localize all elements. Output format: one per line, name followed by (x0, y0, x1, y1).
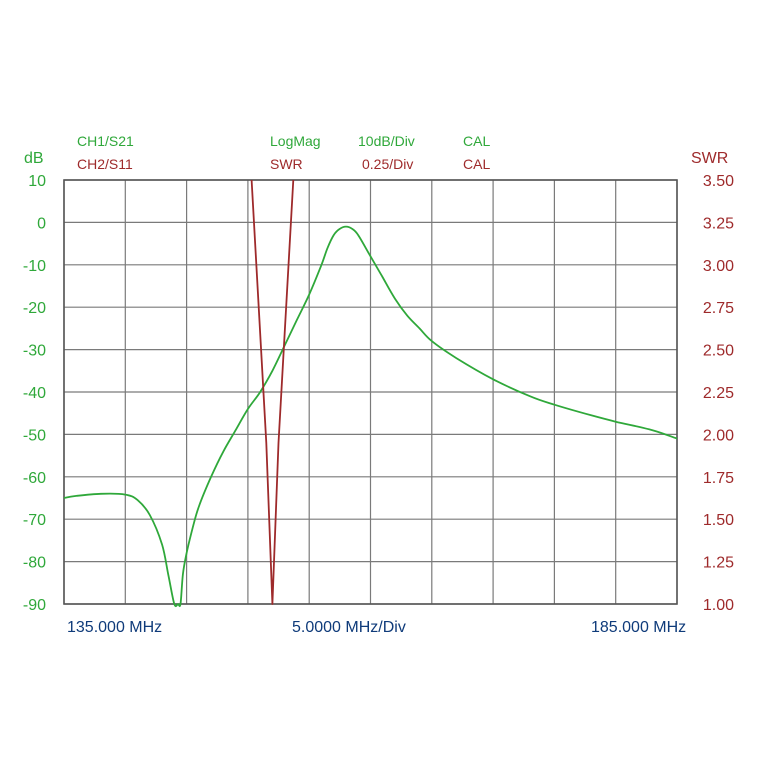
right-axis-label: SWR (691, 150, 728, 167)
right-tick-label: 1.00 (703, 597, 734, 614)
plot-frame (63, 179, 678, 605)
ch2-name: CH2/S11 (77, 156, 133, 172)
right-tick-label: 3.00 (703, 258, 734, 275)
ch2-status: CAL (463, 156, 490, 172)
ch1-scale: 10dB/Div (358, 133, 415, 149)
x-div-label: 5.0000 MHz/Div (292, 619, 406, 636)
left-tick-label: -40 (23, 385, 46, 402)
ch1-name: CH1/S21 (77, 133, 134, 149)
right-tick-label: 3.25 (703, 215, 734, 232)
series-line-ch1-s21 (63, 225, 678, 608)
left-tick-label: -20 (23, 300, 46, 317)
right-tick-label: 2.25 (703, 385, 734, 402)
right-tick-label: 2.50 (703, 343, 734, 360)
right-tick-label: 1.50 (703, 512, 734, 529)
right-axis-ticks: 3.50 3.25 3.00 2.75 2.50 2.25 2.00 1.75 1.50 1.25… (703, 173, 734, 614)
left-tick-label: -50 (23, 427, 46, 444)
right-tick-label: 1.75 (703, 470, 734, 487)
left-tick-label: -80 (23, 555, 46, 572)
left-axis-label: dB (24, 150, 44, 167)
left-tick-label: -90 (23, 597, 46, 614)
left-tick-label: -60 (23, 470, 46, 487)
ch1-status: CAL (463, 133, 490, 149)
ch2-format: SWR (270, 156, 303, 172)
left-axis-ticks: 10 0 -10 -20 -30 -40 -50 -60 -70 -80 -90 (23, 173, 46, 614)
left-tick-label: 10 (28, 173, 46, 190)
left-tick-label: 0 (37, 215, 46, 232)
plot-grid (63, 179, 678, 605)
right-tick-label: 3.50 (703, 173, 734, 190)
series-layer (63, 179, 678, 608)
x-start-label: 135.000 MHz (67, 619, 162, 636)
right-tick-label: 2.75 (703, 300, 734, 317)
left-tick-label: -70 (23, 512, 46, 529)
left-tick-label: -10 (23, 258, 46, 275)
ch2-scale: 0.25/Div (362, 156, 413, 172)
x-stop-label: 185.000 MHz (591, 619, 686, 636)
right-tick-label: 2.00 (703, 427, 734, 444)
right-tick-label: 1.25 (703, 555, 734, 572)
series-line-ch2-swr (250, 179, 295, 605)
ch1-format: LogMag (270, 133, 321, 149)
left-tick-label: -30 (23, 343, 46, 360)
